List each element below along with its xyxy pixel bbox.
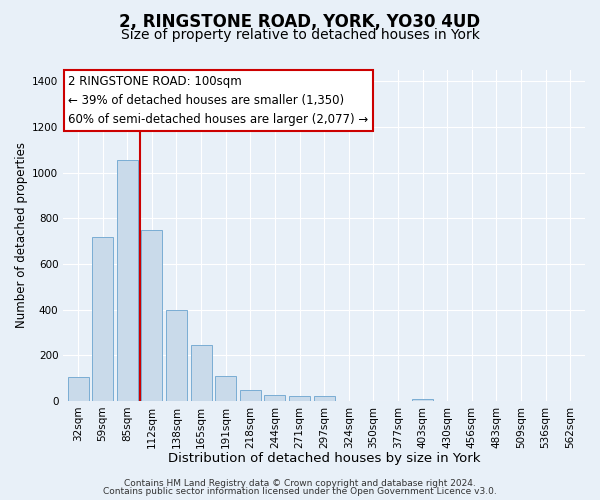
Bar: [166, 310, 187, 401]
X-axis label: Distribution of detached houses by size in York: Distribution of detached houses by size …: [168, 452, 481, 465]
Text: 2 RINGSTONE ROAD: 100sqm
← 39% of detached houses are smaller (1,350)
60% of sem: 2 RINGSTONE ROAD: 100sqm ← 39% of detach…: [68, 75, 369, 126]
Y-axis label: Number of detached properties: Number of detached properties: [15, 142, 28, 328]
Bar: [265, 394, 286, 401]
Bar: [117, 160, 138, 401]
Bar: [240, 390, 261, 401]
Bar: [289, 396, 310, 401]
Bar: [215, 376, 236, 401]
Bar: [314, 396, 335, 401]
Bar: [412, 398, 433, 401]
Bar: [142, 230, 163, 401]
Text: 2, RINGSTONE ROAD, YORK, YO30 4UD: 2, RINGSTONE ROAD, YORK, YO30 4UD: [119, 12, 481, 30]
Text: Contains HM Land Registry data © Crown copyright and database right 2024.: Contains HM Land Registry data © Crown c…: [124, 478, 476, 488]
Bar: [191, 345, 212, 401]
Text: Size of property relative to detached houses in York: Size of property relative to detached ho…: [121, 28, 479, 42]
Bar: [68, 377, 89, 401]
Bar: [92, 236, 113, 401]
Text: Contains public sector information licensed under the Open Government Licence v3: Contains public sector information licen…: [103, 487, 497, 496]
